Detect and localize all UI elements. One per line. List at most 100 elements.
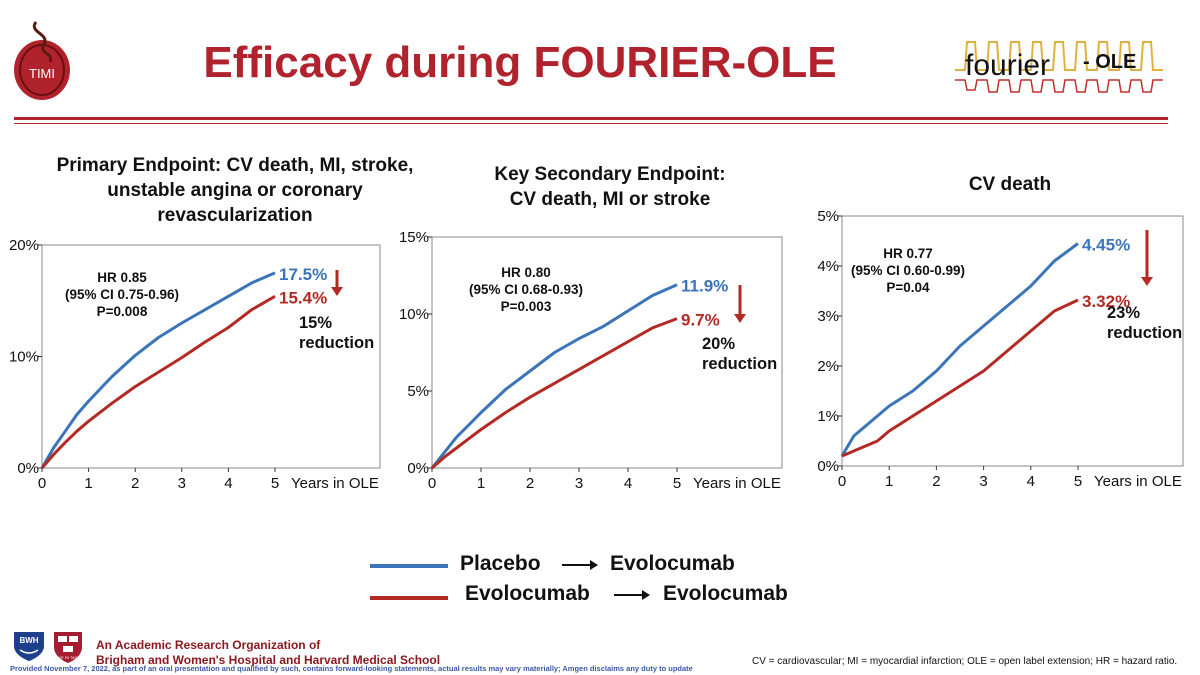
series-end-label: 3.32% — [1082, 292, 1130, 311]
reduction-annotation: reduction — [299, 334, 374, 352]
ole-logo-text: - OLE — [1083, 51, 1136, 73]
bwh-logo-text: BWH — [19, 636, 38, 645]
hr-annotation: HR 0.85 — [97, 270, 147, 285]
series-end-label: 4.45% — [1082, 236, 1130, 255]
hr-annotation: (95% CI 0.68-0.93) — [469, 282, 583, 297]
x-tick-label: 4 — [1027, 473, 1035, 490]
series-line — [840, 242, 1079, 457]
chart-title-secondary: Key Secondary Endpoint: CV death, MI or … — [400, 162, 820, 212]
plot-frame — [841, 215, 1184, 467]
series-end-label: 11.9% — [681, 277, 728, 296]
header-divider-thin — [14, 123, 1168, 124]
x-axis-label: Years in OLE — [1094, 473, 1182, 490]
y-tick-label: 2% — [817, 358, 839, 375]
series-end-label: 15.4% — [279, 288, 327, 307]
x-tick-label: 4 — [624, 475, 632, 492]
series-line — [40, 294, 276, 469]
legend-arrow-icon — [614, 590, 650, 600]
series-line — [431, 317, 678, 470]
fourier-ole-logo: fourier - OLE — [935, 30, 1175, 105]
chart-title-line: Primary Endpoint: CV death, MI, stroke, — [56, 155, 414, 176]
hr-annotation: HR 0.77 — [883, 246, 933, 261]
y-tick-label: 15% — [399, 229, 429, 246]
footer-disclaimer: Provided November 7, 2022, as part of an… — [10, 664, 693, 673]
x-tick-label: 0 — [38, 475, 46, 492]
reduction-annotation: 23% — [1107, 304, 1140, 322]
y-tick-label: 1% — [817, 408, 839, 425]
series-line — [841, 298, 1079, 458]
x-axis-label: Years in OLE — [693, 475, 781, 492]
x-tick-label: 5 — [673, 475, 681, 492]
chart-cv-death: 0% 1% 2% 3% 4% 5% 0 1 2 3 4 5 Years in OLE 4.45% 3.32%… — [817, 208, 1184, 490]
reduction-annotation: 20% — [702, 335, 735, 353]
reduction-annotation: reduction — [1107, 324, 1182, 342]
chart-key-secondary-endpoint: 0% 5% 10% 15% 0 1 2 3 4 5 Years in OLE 11.9% 9.7% HR … — [399, 229, 783, 492]
x-tick-label: 1 — [885, 473, 893, 490]
chart-title-line: unstable angina or coronary — [107, 180, 363, 201]
bwh-logo: BWH — [12, 630, 46, 662]
x-tick-label: 4 — [224, 475, 232, 492]
legend: Placebo Evolocumab Evolocumab Evolocumab — [360, 548, 840, 608]
series-end-label: 9.7% — [681, 311, 720, 330]
x-tick-label: 3 — [575, 475, 583, 492]
chart-title-line: CV death, MI or stroke — [509, 189, 711, 210]
timi-logo-text: TIMI — [29, 66, 55, 81]
y-tick-label: 3% — [817, 308, 839, 325]
page-title: Efficacy during FOURIER-OLE — [203, 38, 837, 87]
chart-title-line: Key Secondary Endpoint: — [494, 164, 726, 185]
x-tick-label: 1 — [84, 475, 92, 492]
legend-arrow-icon — [562, 560, 598, 570]
x-axis-label: Years in OLE — [291, 475, 379, 492]
legend-label-placebo: Placebo — [460, 552, 541, 575]
header-divider — [14, 117, 1168, 120]
plot-frame — [431, 236, 783, 469]
x-tick-label: 3 — [178, 475, 186, 492]
chart-title-line: revascularization — [157, 205, 313, 226]
y-tick-label: 0% — [407, 460, 429, 477]
hr-annotation: HR 0.80 — [501, 265, 551, 280]
hr-annotation: P=0.003 — [501, 299, 552, 314]
reduction-arrow-head-icon — [734, 314, 746, 323]
chart-title-cvdeath: CV death — [860, 172, 1160, 197]
chart-title-line: CV death — [968, 174, 1052, 195]
x-tick-label: 5 — [1074, 473, 1082, 490]
y-tick-label: 5% — [407, 383, 429, 400]
hr-annotation: (95% CI 0.75-0.96) — [65, 287, 179, 302]
legend-label-placebo-to: Evolocumab — [610, 552, 735, 575]
legend-line-placebo — [370, 564, 448, 568]
chart-primary-endpoint: 0% 10% 20% 0 1 2 3 4 5 Years in OLE 17.5% 15.4% HR 0… — [9, 237, 381, 492]
x-tick-label: 3 — [979, 473, 987, 490]
x-tick-label: 2 — [932, 473, 940, 490]
harvard-logo-text: VE RI TAS — [59, 655, 78, 660]
timi-logo: TIMI — [10, 12, 80, 102]
legend-label-evolocumab-to: Evolocumab — [663, 582, 788, 605]
series-line — [40, 271, 276, 469]
fourier-logo-text: fourier — [965, 49, 1050, 82]
x-tick-label: 2 — [526, 475, 534, 492]
hr-annotation: P=0.04 — [886, 280, 930, 295]
y-tick-label: 10% — [399, 306, 429, 323]
footer-org-line2: Brigham and Women's Hospital and Harvard… — [96, 653, 441, 667]
chart-title-primary: Primary Endpoint: CV death, MI, stroke, … — [20, 153, 450, 228]
legend-line-evolocumab — [370, 596, 448, 600]
footer-abbreviations: CV = cardiovascular; MI = myocardial inf… — [752, 656, 1178, 667]
x-tick-label: 0 — [428, 475, 436, 492]
series-end-label: 17.5% — [279, 265, 327, 284]
y-tick-label: 20% — [9, 237, 39, 254]
y-tick-label: 4% — [817, 258, 839, 275]
series-line — [430, 283, 678, 469]
y-tick-label: 5% — [817, 208, 839, 225]
y-tick-label: 10% — [9, 349, 39, 366]
footer-org-line1: An Academic Research Organization of — [96, 638, 321, 652]
x-tick-label: 5 — [271, 475, 279, 492]
y-tick-label: 0% — [17, 460, 39, 477]
reduction-arrow-head-icon — [1141, 277, 1153, 286]
reduction-annotation: reduction — [702, 355, 777, 373]
plot-frame — [41, 244, 381, 469]
hr-annotation: P=0.008 — [97, 304, 148, 319]
reduction-arrow-head-icon — [331, 287, 343, 296]
y-tick-label: 0% — [817, 458, 839, 475]
x-tick-label: 1 — [477, 475, 485, 492]
harvard-logo: VE RI TAS — [52, 630, 84, 664]
reduction-annotation: 15% — [299, 314, 332, 332]
